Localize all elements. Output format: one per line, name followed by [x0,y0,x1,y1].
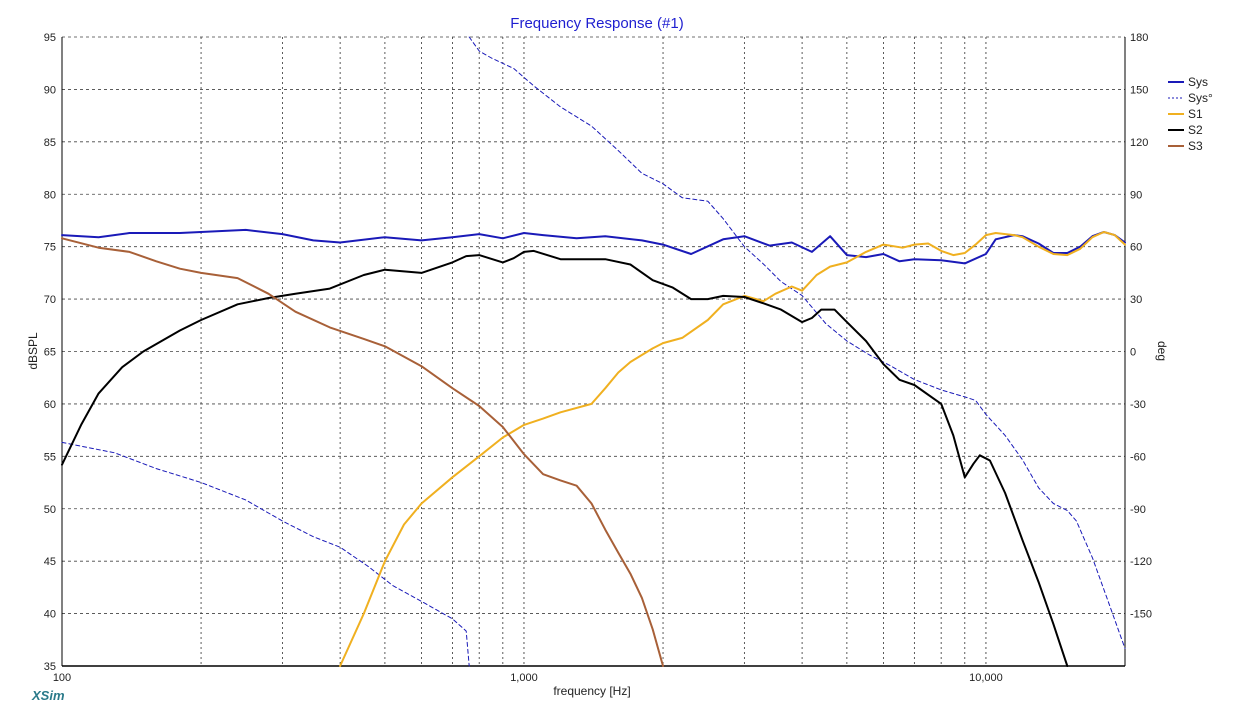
series-line-sys [61,228,1126,265]
y2-tick-label: 180 [1130,32,1148,44]
y-tick-label: 45 [44,556,56,568]
legend-label: S1 [1188,107,1203,121]
y-tick-label: 35 [44,661,56,673]
series-line-s1 [339,231,1126,667]
y2-tick-label: -120 [1130,556,1152,568]
y2-tick-label: 90 [1130,189,1142,201]
y2-tick-label: 120 [1130,137,1148,149]
y-tick-label: 80 [44,189,56,201]
y2-axis-label: deg [1155,341,1169,361]
y-tick-label: 60 [44,399,56,411]
y-tick-label: 95 [44,32,56,44]
plot-frame [61,37,1126,667]
tick-labels: 35 40 45 50 55 60 65 70 75 80 85 90 95 -150 -120 -90 -60… [44,32,1152,684]
y2-tick-label: -150 [1130,609,1152,621]
y2-tick-label: -60 [1130,451,1146,463]
x-axis-label: frequency [Hz] [553,684,630,698]
y-axis-label: dBSPL [26,332,40,370]
series-line-s2 [61,249,1069,667]
x-tick-label: 100 [53,672,71,684]
y2-tick-label: 0 [1130,347,1136,359]
y-tick-label: 90 [44,84,56,96]
legend-label: S3 [1188,139,1203,153]
y-tick-label: 55 [44,451,56,463]
y-tick-label: 85 [44,137,56,149]
y2-tick-label: 60 [1130,242,1142,254]
series-layer [61,36,1126,667]
y-tick-label: 40 [44,609,56,621]
y-tick-label: 75 [44,242,56,254]
y-tick-label: 50 [44,504,56,516]
y2-tick-label: 30 [1130,294,1142,306]
y2-tick-label: -30 [1130,399,1146,411]
y2-tick-label: 150 [1130,84,1148,96]
y-tick-label: 65 [44,347,56,359]
y2-tick-label: -90 [1130,504,1146,516]
series-line-sys-wrap [468,36,1126,649]
brand-logo: XSim [31,688,65,703]
legend-label: Sys [1188,75,1208,89]
legend-label: S2 [1188,123,1203,137]
series-line-s3 [61,237,664,667]
chart-title: Frequency Response (#1) [510,15,683,32]
legend: Sys Sys° S1 S2 S3 [1168,75,1213,153]
y-tick-label: 70 [44,294,56,306]
x-tick-label: 1,000 [510,672,538,684]
legend-label: Sys° [1188,91,1213,105]
x-tick-label: 10,000 [969,672,1003,684]
series-line-sys [61,441,470,667]
